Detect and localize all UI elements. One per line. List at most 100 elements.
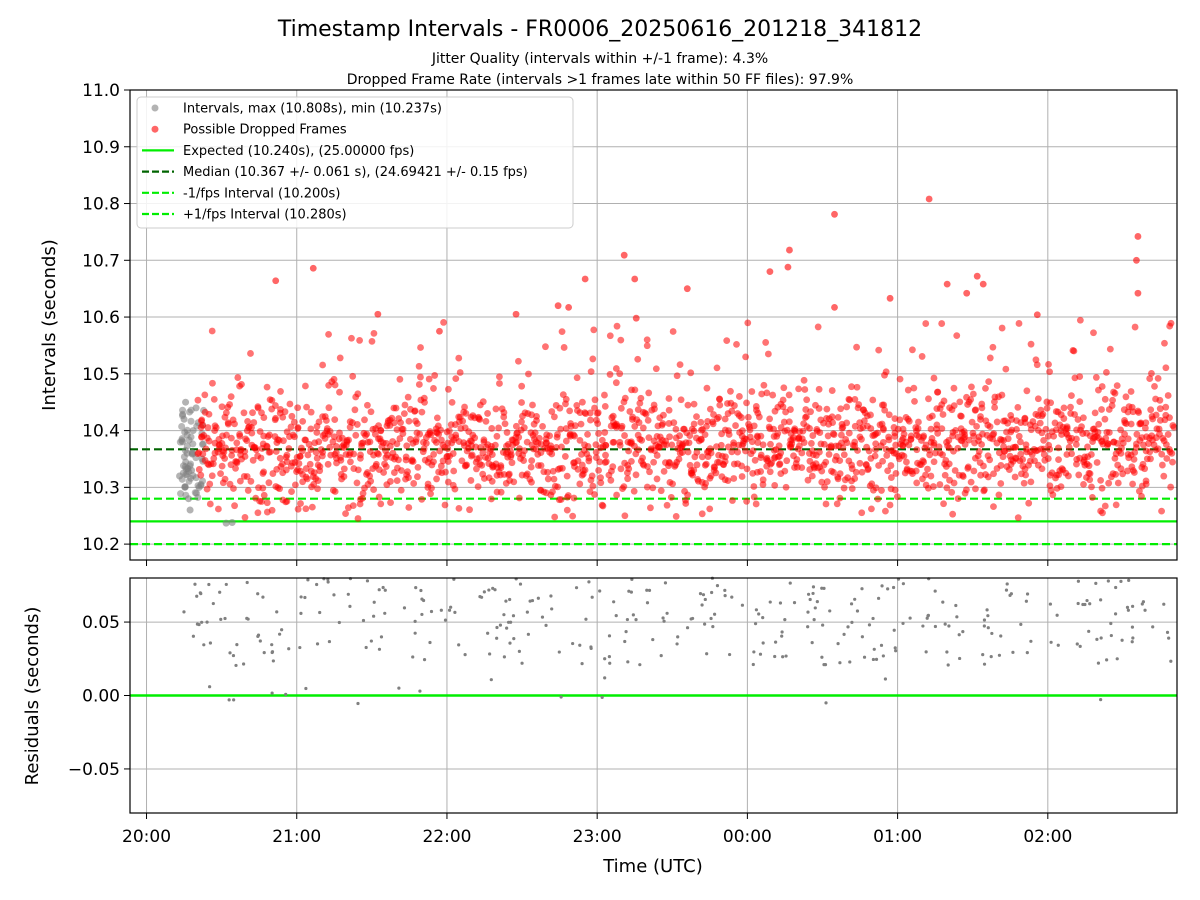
dropped-frame-point xyxy=(941,471,949,479)
dropped-frame-point xyxy=(875,346,883,354)
dropped-frame-point xyxy=(853,383,861,391)
dropped-frame-point xyxy=(601,391,608,399)
dropped-frame-point xyxy=(639,424,647,432)
dropped-frame-point xyxy=(732,422,739,429)
dropped-frame-point xyxy=(616,438,624,446)
dropped-frame-point xyxy=(332,442,340,450)
residual-point xyxy=(413,631,417,635)
interval-point xyxy=(197,482,205,490)
residual-point xyxy=(871,616,875,621)
dropped-frame-point xyxy=(1162,403,1170,411)
residual-point xyxy=(590,595,594,599)
dropped-frame-point xyxy=(606,371,614,378)
dropped-frame-point xyxy=(853,343,860,351)
dropped-frame-point xyxy=(926,451,934,459)
dropped-frame-point xyxy=(349,502,357,510)
residual-point xyxy=(480,595,484,599)
dropped-frame-point xyxy=(971,406,979,414)
dropped-frame-point xyxy=(809,432,817,439)
dropped-frame-point xyxy=(920,432,928,440)
dropped-frame-point xyxy=(990,503,997,511)
dropped-frame-point xyxy=(697,436,705,444)
interval-point xyxy=(181,483,189,491)
dropped-frame-point xyxy=(1158,450,1166,458)
dropped-frame-point xyxy=(748,438,756,446)
dropped-frame-point xyxy=(290,418,298,426)
dropped-frame-point xyxy=(703,384,711,392)
dropped-frame-point xyxy=(252,446,260,454)
dropped-frame-point xyxy=(194,396,202,404)
dropped-frame-point xyxy=(556,404,564,412)
dropped-frame-point xyxy=(697,418,705,426)
dropped-frame-point xyxy=(272,277,280,285)
dropped-frame-point xyxy=(864,465,872,473)
dropped-frame-point xyxy=(1084,443,1091,451)
dropped-frame-point xyxy=(1038,412,1046,420)
dropped-frame-point xyxy=(683,285,691,293)
residual-point xyxy=(711,625,715,629)
residual-point xyxy=(981,653,985,657)
dropped-frame-point xyxy=(733,340,740,348)
dropped-frame-point xyxy=(754,439,762,446)
dropped-frame-point xyxy=(949,510,957,518)
dropped-frame-point xyxy=(478,461,486,469)
dropped-frame-point xyxy=(414,473,421,481)
dropped-frame-point xyxy=(576,436,584,444)
dropped-frame-point xyxy=(1046,368,1053,376)
dropped-frame-point xyxy=(650,458,658,466)
dropped-frame-point xyxy=(584,430,591,438)
dropped-frame-point xyxy=(927,472,935,480)
dropped-frame-point xyxy=(998,391,1006,399)
dropped-frame-point xyxy=(723,337,731,345)
residual-point xyxy=(753,622,758,626)
dropped-frame-point xyxy=(436,327,443,335)
residual-point xyxy=(665,611,669,615)
dropped-frame-point xyxy=(1101,395,1109,403)
dropped-frame-point xyxy=(581,466,589,474)
dropped-frame-point xyxy=(621,512,629,520)
dropped-frame-point xyxy=(492,405,500,413)
dropped-frame-point xyxy=(1122,420,1130,428)
dropped-frame-point xyxy=(913,479,921,487)
residual-point xyxy=(989,654,993,659)
dropped-frame-point xyxy=(232,464,239,472)
dropped-frame-point xyxy=(807,408,814,416)
residual-point xyxy=(361,618,366,623)
dropped-frame-point xyxy=(872,440,880,448)
dropped-frame-point xyxy=(1121,430,1128,438)
dropped-frame-point xyxy=(415,381,423,388)
residual-point xyxy=(202,643,206,647)
dropped-frame-point xyxy=(370,486,378,493)
dropped-frame-point xyxy=(354,466,362,474)
residual-point xyxy=(933,589,937,593)
residual-point xyxy=(1096,661,1101,665)
residual-point xyxy=(813,606,817,610)
dropped-frame-point xyxy=(829,419,837,426)
dropped-frame-point xyxy=(319,448,326,456)
dropped-frame-point xyxy=(964,464,972,472)
dropped-frame-point xyxy=(643,336,651,344)
dropped-frame-point xyxy=(676,432,683,440)
interval-point xyxy=(183,426,191,434)
dropped-frame-point xyxy=(961,441,969,448)
intervals-y-tick-label: 10.4 xyxy=(82,422,120,442)
interval-point xyxy=(181,446,189,454)
dropped-frame-point xyxy=(815,385,823,393)
dropped-frame-point xyxy=(781,467,789,475)
dropped-frame-point xyxy=(638,436,646,444)
residual-point xyxy=(219,617,223,621)
dropped-frame-point xyxy=(307,408,315,416)
residual-point xyxy=(823,663,828,667)
dropped-frame-point xyxy=(685,439,693,447)
dropped-frame-point xyxy=(1004,435,1012,443)
dropped-frame-point xyxy=(396,375,404,383)
dropped-frame-point xyxy=(299,417,307,425)
dropped-frame-point xyxy=(750,422,758,430)
residual-point xyxy=(453,610,457,614)
dropped-frame-point xyxy=(637,394,645,402)
residual-point xyxy=(315,642,320,646)
residual-point xyxy=(1055,613,1059,617)
residual-point xyxy=(1005,582,1009,586)
dropped-frame-point xyxy=(208,327,216,335)
residual-point xyxy=(224,582,228,587)
